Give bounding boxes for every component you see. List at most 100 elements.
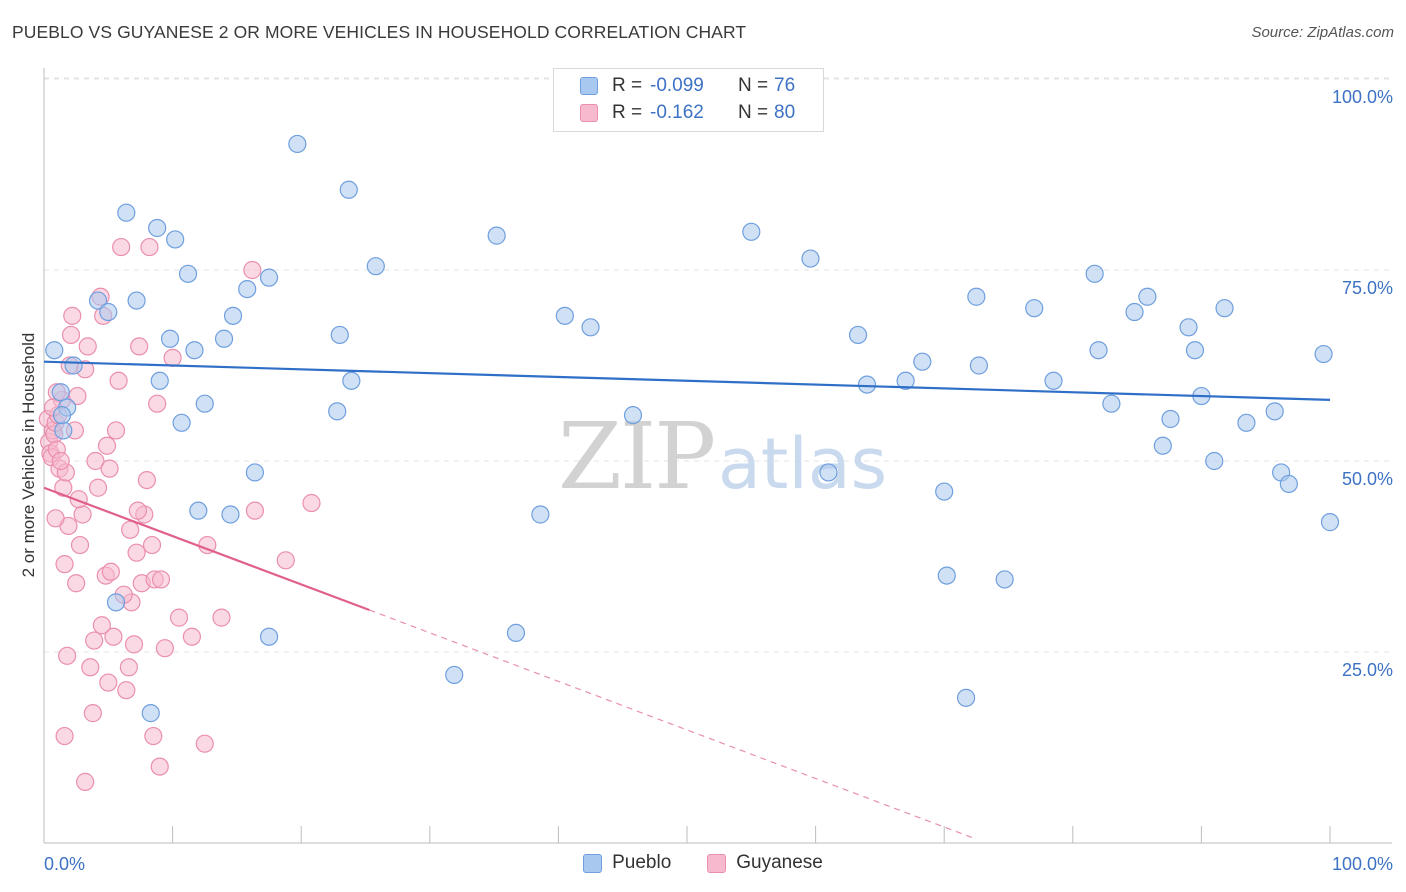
y-tick-label: 25.0% [1342,660,1393,680]
pueblo-point [995,570,1014,589]
pueblo-point [259,268,279,287]
legend-row-guyanese: R = -0.162 N = 80 [580,101,795,125]
pueblo-point [54,421,73,440]
pueblo-swatch-icon [580,77,598,95]
guyanese-point [212,608,231,627]
legend-row-pueblo: R = -0.099 N = 76 [580,74,795,98]
pueblo-point [141,704,160,723]
pueblo-point [238,280,257,299]
pueblo-point [487,226,506,245]
n-value: 80 [774,102,796,123]
guyanese-point [99,673,118,692]
pueblo-point [742,222,761,241]
guyanese-point [140,237,159,257]
guyanese-point [155,639,174,658]
guyanese-trend-line [43,486,370,612]
pueblo-point [1125,302,1144,322]
pueblo-point [330,325,349,345]
x-tick-label: 0.0% [44,854,85,874]
pueblo-point [1179,318,1198,337]
pueblo-swatch-icon [583,853,603,873]
guyanese-point [46,509,65,528]
pueblo-point [506,623,526,643]
watermark-atlas: atlas [718,423,887,505]
pueblo-point [819,463,838,482]
guyanese-point [86,451,105,471]
guyanese-swatch-icon [707,853,727,873]
y-axis-label: 2 or more Vehicles in Household [19,333,38,578]
series-guyanese [38,237,321,791]
pueblo-point [64,356,83,375]
pueblo-point [1237,413,1256,432]
pueblo-point [555,306,574,325]
r-label: R = [612,75,643,96]
pueblo-trend-line [43,360,1331,401]
guyanese-point [78,337,97,356]
pueblo-point [51,383,70,402]
pueblo-point [88,291,108,310]
guyanese-trend-extension [369,609,977,840]
guyanese-point [148,394,167,413]
pueblo-point [166,230,185,249]
guyanese-point [109,371,128,390]
series-pueblo [45,111,1340,723]
pueblo-point [288,134,307,154]
guyanese-point [302,493,321,513]
pueblo-point [1185,341,1205,360]
guyanese-point [144,726,163,746]
guyanese-point [150,757,169,776]
n-value: 76 [774,75,796,96]
pueblo-point [956,688,976,707]
n-label: N = [738,102,769,123]
pueblo-point [328,402,347,421]
pueblo-point [935,482,954,501]
pueblo-point [342,371,361,390]
pueblo-point [1153,436,1172,455]
pueblo-point [1265,402,1284,421]
legend-item-guyanese[interactable]: Guyanese [707,852,823,874]
guyanese-point [195,734,214,753]
guyanese-point [70,535,90,555]
pueblo-point [221,505,240,524]
series-legend: Pueblo Guyanese [0,852,1406,874]
legend-label-guyanese: Guyanese [736,852,823,873]
guyanese-point [130,337,149,356]
pueblo-point [969,356,989,375]
guyanese-point [117,681,136,700]
pueblo-point [1102,394,1121,413]
pueblo-point [172,413,191,432]
guyanese-point [142,535,162,555]
pueblo-point [117,203,136,222]
trend-lines [43,360,1331,840]
guyanese-point [182,627,201,646]
pueblo-point [1205,451,1224,471]
pueblo-point [189,501,208,520]
gridlines [44,77,1392,653]
guyanese-point [106,421,126,440]
pueblo-point [1314,344,1333,364]
guyanese-point [137,471,156,490]
guyanese-point [101,562,120,581]
guyanese-point [63,306,82,325]
guyanese-point [128,501,147,520]
correlation-legend: R = -0.099 N = 76 R = -0.162 N = 80 [553,68,824,132]
guyanese-point [151,570,171,589]
chart-title: PUEBLO VS GUYANESE 2 OR MORE VEHICLES IN… [12,22,747,42]
pueblo-point [1161,409,1180,429]
pueblo-point [1044,371,1063,390]
pueblo-point [1138,287,1157,306]
pueblo-point [896,371,915,390]
pueblo-point [366,257,385,276]
guyanese-point [124,635,144,654]
legend-item-pueblo[interactable]: Pueblo [583,852,671,874]
guyanese-point [85,631,104,650]
guyanese-point [88,478,108,497]
guyanese-point [97,436,117,455]
pueblo-point [195,394,214,413]
pueblo-point [223,306,243,325]
pueblo-point [99,302,118,322]
guyanese-point [55,726,74,746]
pueblo-point [259,627,279,646]
pueblo-point [937,566,956,585]
